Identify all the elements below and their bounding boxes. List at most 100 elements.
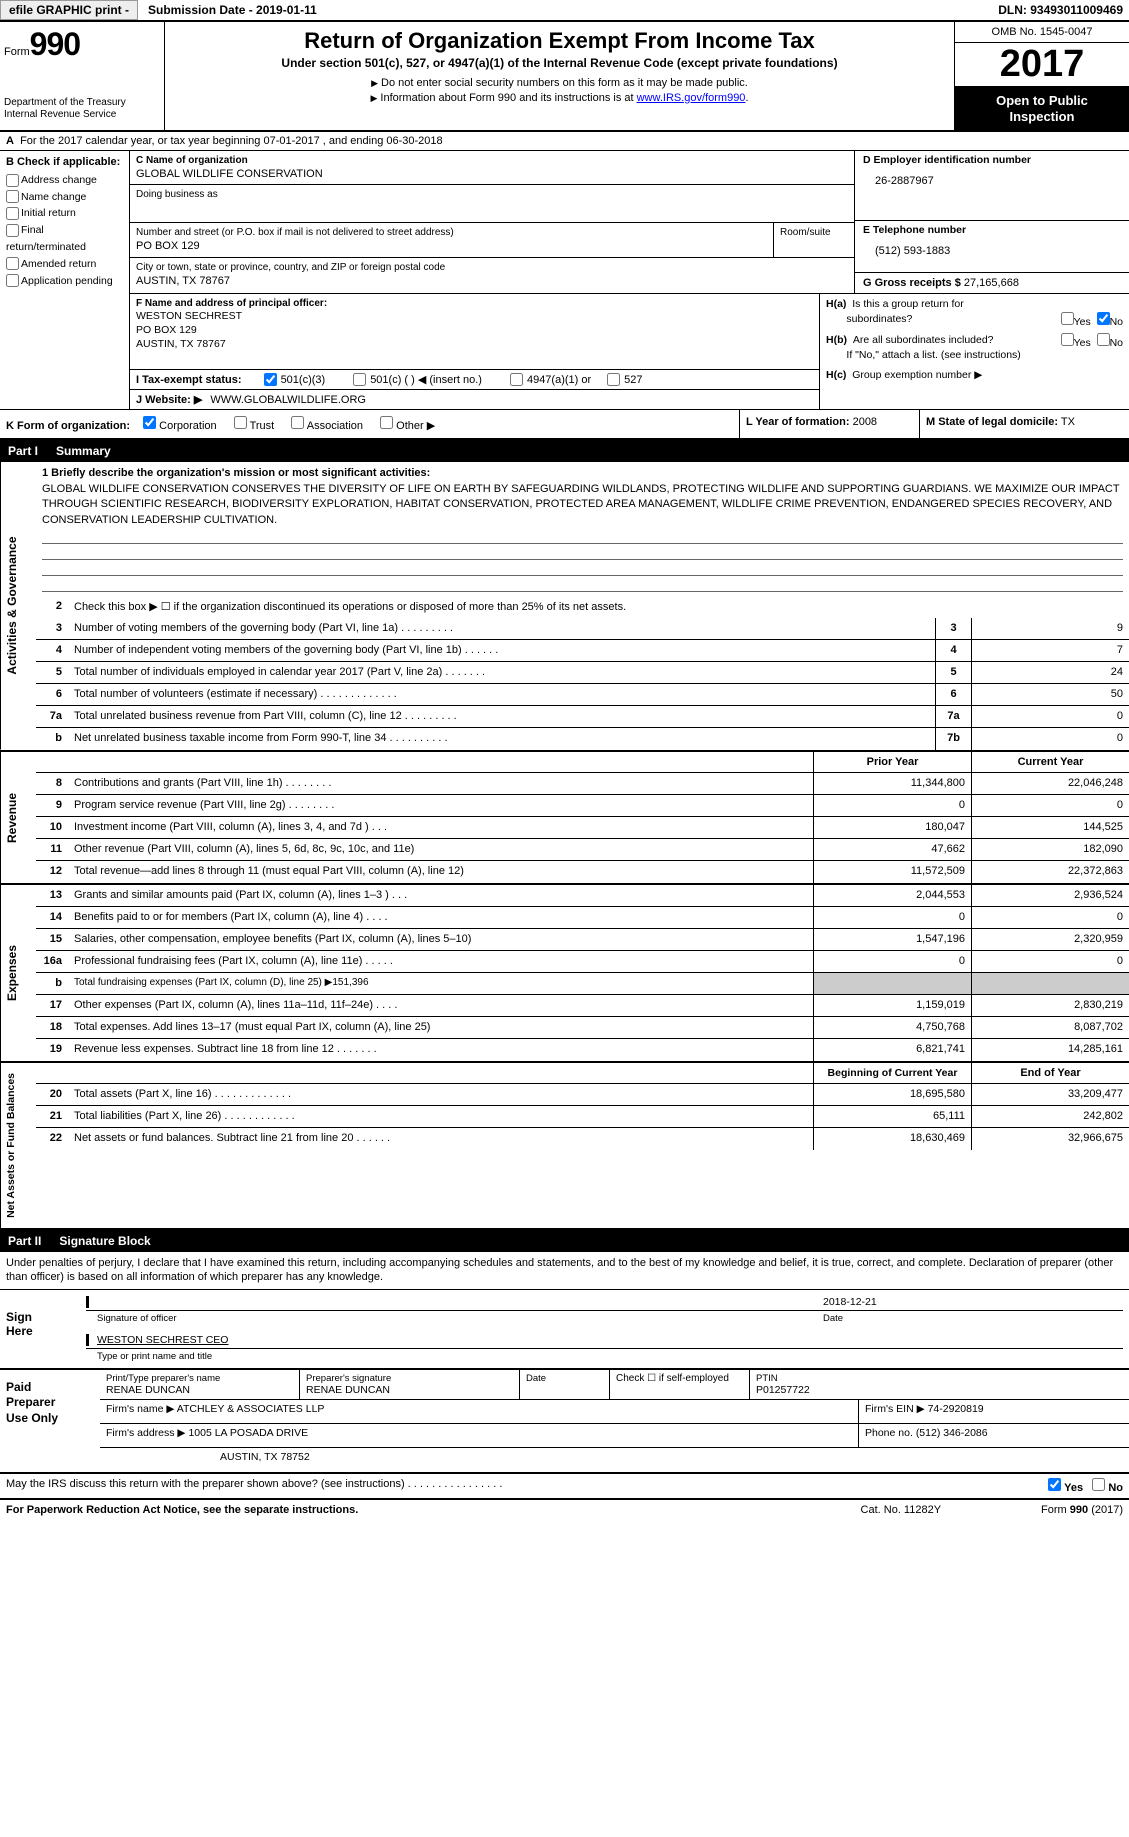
final-return-checkbox[interactable]: [6, 224, 19, 237]
dba-label: Doing business as: [136, 188, 848, 201]
part-ii-header: Part IISignature Block: [0, 1230, 1129, 1252]
line-22: 22Net assets or fund balances. Subtract …: [36, 1128, 1129, 1150]
mission-block: 1 Briefly describe the organization's mi…: [36, 462, 1129, 596]
org-name: GLOBAL WILDLIFE CONSERVATION: [136, 167, 848, 181]
officer-label: F Name and address of principal officer:: [136, 298, 327, 309]
preparer-row-3: Firm's address ▶ 1005 LA POSADA DRIVE Ph…: [100, 1424, 1129, 1448]
address-label: Number and street (or P.O. box if mail i…: [136, 226, 767, 239]
irs-link[interactable]: www.IRS.gov/form990: [637, 92, 746, 104]
line-12: 12Total revenue—add lines 8 through 11 (…: [36, 861, 1129, 883]
other-checkbox[interactable]: [380, 416, 393, 429]
form-header: Form990 Department of the Treasury Inter…: [0, 22, 1129, 132]
line-16a: 16aProfessional fundraising fees (Part I…: [36, 951, 1129, 973]
501c-checkbox[interactable]: [353, 373, 366, 386]
activities-governance-section: Activities & Governance 1 Briefly descri…: [0, 462, 1129, 752]
hb-no-checkbox[interactable]: [1097, 333, 1110, 346]
vtab-expenses: Expenses: [0, 885, 36, 1061]
tax-year: 2017: [955, 43, 1129, 87]
form-instructions: Do not enter social security numbers on …: [169, 76, 950, 107]
header-left: Form990 Department of the Treasury Inter…: [0, 22, 165, 130]
trust-checkbox[interactable]: [234, 416, 247, 429]
vtab-net-assets: Net Assets or Fund Balances: [0, 1063, 36, 1228]
identity-section: B Check if applicable: Address change Na…: [0, 151, 1129, 410]
gross-receipts-label: G Gross receipts $: [863, 277, 961, 289]
line-15: 15Salaries, other compensation, employee…: [36, 929, 1129, 951]
line-2: 2 Check this box ▶ ☐ if the organization…: [36, 596, 1129, 618]
discuss-row: May the IRS discuss this return with the…: [0, 1474, 1129, 1500]
form-number: 990: [30, 26, 80, 62]
gross-receipts-value: 27,165,668: [964, 277, 1019, 289]
officer-addr2: AUSTIN, TX 78767: [136, 338, 813, 352]
part-i-header: Part ISummary: [0, 440, 1129, 462]
preparer-name: RENAE DUNCAN: [106, 1384, 293, 1396]
topbar: efile GRAPHIC print - Submission Date - …: [0, 0, 1129, 22]
line-5: 5Total number of individuals employed in…: [36, 662, 1129, 684]
hdr-boy: Beginning of Current Year: [813, 1063, 971, 1083]
department-label: Department of the Treasury Internal Reve…: [4, 97, 160, 121]
line-10: 10Investment income (Part VIII, column (…: [36, 817, 1129, 839]
vtab-revenue: Revenue: [0, 752, 36, 883]
h-group-return: H(a) Is this a group return for subordin…: [819, 294, 1129, 409]
corporation-checkbox[interactable]: [143, 416, 156, 429]
mission-text: GLOBAL WILDLIFE CONSERVATION CONSERVES T…: [42, 482, 1123, 528]
firm-address: 1005 LA POSADA DRIVE: [188, 1427, 308, 1439]
discuss-yes-checkbox[interactable]: [1048, 1478, 1061, 1491]
line-16b: bTotal fundraising expenses (Part IX, co…: [36, 973, 1129, 995]
efile-print-button[interactable]: efile GRAPHIC print -: [0, 0, 138, 20]
hdr-eoy: End of Year: [971, 1063, 1129, 1083]
signature-declaration: Under penalties of perjury, I declare th…: [0, 1252, 1129, 1290]
ein-value: 26-2887967: [875, 174, 1121, 188]
line-20: 20Total assets (Part X, line 16) . . . .…: [36, 1084, 1129, 1106]
line-4: 4Number of independent voting members of…: [36, 640, 1129, 662]
firm-ein: 74-2920819: [928, 1403, 984, 1415]
ha-yes-checkbox[interactable]: [1061, 312, 1074, 325]
firm-name: ATCHLEY & ASSOCIATES LLP: [177, 1403, 325, 1415]
org-name-label: C Name of organization: [136, 155, 248, 166]
line-19: 19Revenue less expenses. Subtract line 1…: [36, 1039, 1129, 1061]
ha-no-checkbox[interactable]: [1097, 312, 1110, 325]
amended-return-checkbox[interactable]: [6, 257, 19, 270]
form-label: Form: [4, 46, 30, 58]
phone-value: (512) 593-1883: [875, 244, 1121, 258]
line-17: 17Other expenses (Part IX, column (A), l…: [36, 995, 1129, 1017]
officer-name: WESTON SECHREST: [136, 310, 813, 324]
name-change-checkbox[interactable]: [6, 190, 19, 203]
firm-city: AUSTIN, TX 78752: [100, 1448, 1129, 1472]
line-9: 9Program service revenue (Part VIII, lin…: [36, 795, 1129, 817]
net-assets-section: Net Assets or Fund Balances Beginning of…: [0, 1063, 1129, 1230]
application-pending-checkbox[interactable]: [6, 274, 19, 287]
hdr-prior-year: Prior Year: [813, 752, 971, 772]
form-990-page: efile GRAPHIC print - Submission Date - …: [0, 0, 1129, 1520]
hb-yes-checkbox[interactable]: [1061, 333, 1074, 346]
cat-number: Cat. No. 11282Y: [861, 1504, 942, 1516]
header-right: OMB No. 1545-0047 2017 Open to Public In…: [954, 22, 1129, 130]
col-b-checkboxes: B Check if applicable: Address change Na…: [0, 151, 130, 409]
address-change-checkbox[interactable]: [6, 174, 19, 187]
firm-phone: (512) 346-2086: [916, 1427, 988, 1439]
discuss-no-checkbox[interactable]: [1092, 1478, 1105, 1491]
preparer-row-4: AUSTIN, TX 78752: [100, 1448, 1129, 1472]
association-checkbox[interactable]: [291, 416, 304, 429]
line-3: 3Number of voting members of the governi…: [36, 618, 1129, 640]
4947-checkbox[interactable]: [510, 373, 523, 386]
line-11: 11Other revenue (Part VIII, column (A), …: [36, 839, 1129, 861]
vtab-governance: Activities & Governance: [0, 462, 36, 750]
preparer-signature: RENAE DUNCAN: [306, 1384, 513, 1396]
initial-return-checkbox[interactable]: [6, 207, 19, 220]
address-value: PO BOX 129: [136, 239, 767, 253]
dln-number: DLN: 93493011009469: [998, 3, 1123, 17]
sign-here-block: Sign Here 2018-12-21 Signature of office…: [0, 1290, 1129, 1370]
paid-preparer-block: Paid Preparer Use Only Print/Type prepar…: [0, 1370, 1129, 1474]
line-8: 8Contributions and grants (Part VIII, li…: [36, 773, 1129, 795]
line-7a: 7aTotal unrelated business revenue from …: [36, 706, 1129, 728]
ptin: P01257722: [756, 1384, 1123, 1396]
row-i-tax-exempt: I Tax-exempt status: 501(c)(3) 501(c) ( …: [130, 370, 819, 390]
501c3-checkbox[interactable]: [264, 373, 277, 386]
col-c-org-info: C Name of organization GLOBAL WILDLIFE C…: [130, 151, 1129, 409]
city-label: City or town, state or province, country…: [136, 261, 848, 274]
paperwork-notice: For Paperwork Reduction Act Notice, see …: [6, 1504, 358, 1516]
omb-number: OMB No. 1545-0047: [955, 22, 1129, 43]
527-checkbox[interactable]: [607, 373, 620, 386]
city-value: AUSTIN, TX 78767: [136, 274, 848, 288]
line-7b: bNet unrelated business taxable income f…: [36, 728, 1129, 750]
